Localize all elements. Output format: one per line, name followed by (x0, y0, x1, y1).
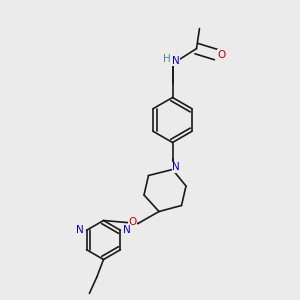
Text: O: O (128, 217, 137, 227)
Text: O: O (217, 50, 226, 60)
Text: N: N (172, 56, 179, 66)
Text: N: N (123, 225, 131, 235)
Text: N: N (76, 225, 84, 235)
Text: H: H (163, 54, 171, 64)
Text: N: N (172, 162, 180, 172)
